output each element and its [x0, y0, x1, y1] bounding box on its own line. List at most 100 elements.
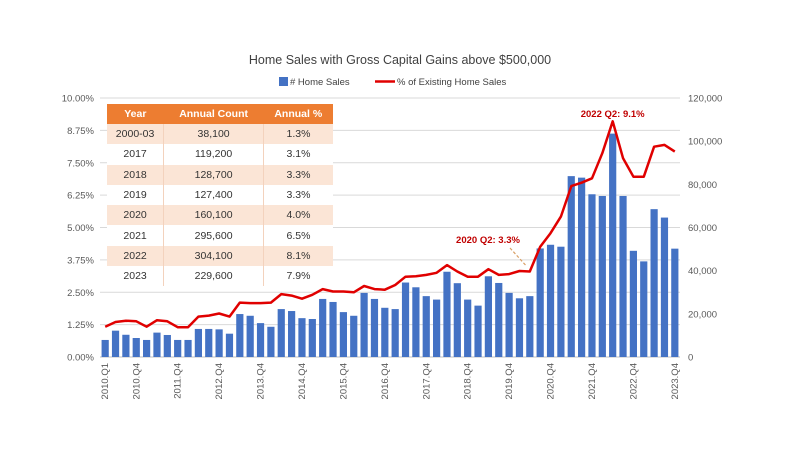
table-row: 2022 304,100 8.1% [107, 245, 333, 267]
bar-2015.Q3 [329, 301, 337, 357]
table-cell: 3.1% [286, 148, 311, 161]
x-tick-label: 2015.Q4 [338, 363, 349, 399]
bar-2012.Q1 [184, 339, 192, 357]
bar-2011.Q1 [143, 339, 151, 357]
bar-2020.Q2 [526, 296, 534, 357]
bar-2020.Q3 [536, 248, 544, 357]
y-right-tick-label: 20,000 [688, 309, 717, 320]
table-cell: 128,700 [163, 164, 265, 185]
bar-2013.Q1 [225, 333, 234, 357]
bar-2018.Q4 [464, 299, 472, 357]
table-header-year: Year [107, 104, 164, 124]
bar-2023.Q4 [671, 248, 679, 357]
x-tick-label: 2018.Q4 [463, 363, 474, 399]
table-cell: 8.1% [263, 245, 333, 267]
x-tick-label: 2019.Q4 [504, 363, 515, 399]
bar-2023.Q1 [640, 261, 648, 357]
table-cell: 2023 [107, 266, 165, 287]
y-left-tick-label: 8.75% [67, 126, 94, 137]
table-cell: 38,100 [163, 124, 265, 145]
table-row: 2023 229,600 7.9% [107, 266, 333, 287]
bar-2017.Q3 [412, 287, 420, 357]
table-cell: 4.0% [263, 205, 333, 226]
bar-2018.Q2 [443, 271, 451, 357]
bar-2014.Q2 [277, 309, 285, 357]
bar-2015.Q1 [308, 319, 316, 357]
y-left-tick-label: 1.25% [67, 320, 94, 331]
x-tick-label: 2016.Q4 [380, 363, 391, 399]
table-cell: 1.3% [263, 124, 333, 145]
bar-2019.Q1 [474, 305, 482, 357]
bar-2014.Q3 [288, 311, 296, 357]
table-row: 2000-03 38,100 1.3% [107, 124, 333, 145]
bar-2020.Q4 [546, 244, 555, 357]
bar-2023.Q2 [650, 209, 658, 357]
table-cell: 304,100 [163, 245, 265, 267]
x-tick-label: 2020.Q4 [546, 363, 557, 399]
bar-2010.Q3 [122, 334, 130, 357]
annotation-2020q2: 2020 Q2: 3.3% [456, 235, 520, 246]
y-left-tick-label: 7.50% [67, 158, 94, 169]
bar-2012.Q3 [205, 328, 213, 357]
legend-label-line: % of Existing Home Sales [397, 77, 507, 88]
bar-2012.Q2 [194, 328, 202, 357]
table-cell: 7.9% [286, 270, 311, 283]
table-cell: 6.5% [286, 229, 311, 242]
bar-2019.Q3 [495, 282, 503, 357]
y-right-tick-label: 60,000 [688, 223, 717, 234]
bar-2021.Q1 [557, 246, 565, 357]
bar-2012.Q4 [215, 329, 223, 357]
bar-2022.Q2 [609, 133, 617, 357]
x-tick-label: 2010.Q1 [100, 363, 111, 399]
bar-2023.Q3 [660, 217, 669, 357]
x-tick-label: 2017.Q4 [421, 363, 432, 399]
table-row: 2018 128,700 3.3% [107, 164, 333, 185]
bar-2011.Q3 [163, 334, 171, 357]
table-cell: 127,400 [163, 184, 265, 206]
bar-2016.Q4 [381, 307, 389, 357]
bar-2011.Q2 [153, 332, 161, 357]
table-cell: 2017 [107, 144, 165, 165]
bar-2011.Q4 [174, 339, 182, 357]
table-cell: 2000-03 [107, 124, 165, 145]
table-row: 2017 119,200 3.1% [107, 144, 333, 165]
bar-2015.Q4 [339, 312, 347, 357]
bar-2017.Q2 [401, 282, 410, 357]
annotation-2022q2: 2022 Q2: 9.1% [581, 109, 645, 120]
table-cell: 295,600 [163, 225, 265, 246]
annotation-arrow [509, 247, 528, 267]
table-cell: 3.3% [263, 164, 333, 185]
annual-summary-table: Year Annual Count Annual % 2000-03 38,100… [107, 104, 333, 287]
bar-2010.Q1 [101, 339, 109, 357]
x-tick-label: 2013.Q4 [256, 363, 267, 399]
bar-2010.Q4 [132, 338, 140, 357]
bar-2022.Q4 [629, 250, 637, 357]
bar-2017.Q4 [422, 296, 430, 357]
bar-2016.Q1 [350, 315, 358, 357]
table-row: 2019 127,400 3.3% [107, 184, 333, 206]
bar-2015.Q2 [319, 298, 327, 357]
x-tick-label: 2022.Q4 [628, 363, 639, 399]
table-cell: 2020 [107, 205, 165, 226]
x-tick-label: 2014.Q4 [297, 363, 308, 399]
table-cell: 2021 [107, 225, 165, 246]
chart-title: Home Sales with Gross Capital Gains abov… [249, 53, 551, 67]
bar-2019.Q2 [484, 276, 492, 357]
bar-2013.Q4 [256, 323, 265, 357]
y-right-tick-label: 100,000 [688, 137, 722, 148]
y-right-tick-label: 40,000 [688, 266, 717, 277]
x-tick-label: 2021.Q4 [587, 363, 598, 399]
x-tick-label: 2023.Q4 [670, 363, 681, 399]
bar-2022.Q3 [619, 195, 627, 357]
bar-2021.Q4 [588, 194, 596, 357]
bar-2021.Q2 [567, 176, 575, 357]
table-cell: 160,100 [163, 205, 265, 226]
bar-2017.Q1 [391, 309, 399, 357]
bar-2010.Q2 [111, 330, 120, 357]
x-tick-label: 2011.Q4 [173, 363, 184, 399]
bar-2014.Q1 [267, 326, 275, 357]
y-left-tick-label: 2.50% [67, 288, 94, 299]
legend: # Home Sales % of Existing Home Sales [279, 77, 507, 88]
